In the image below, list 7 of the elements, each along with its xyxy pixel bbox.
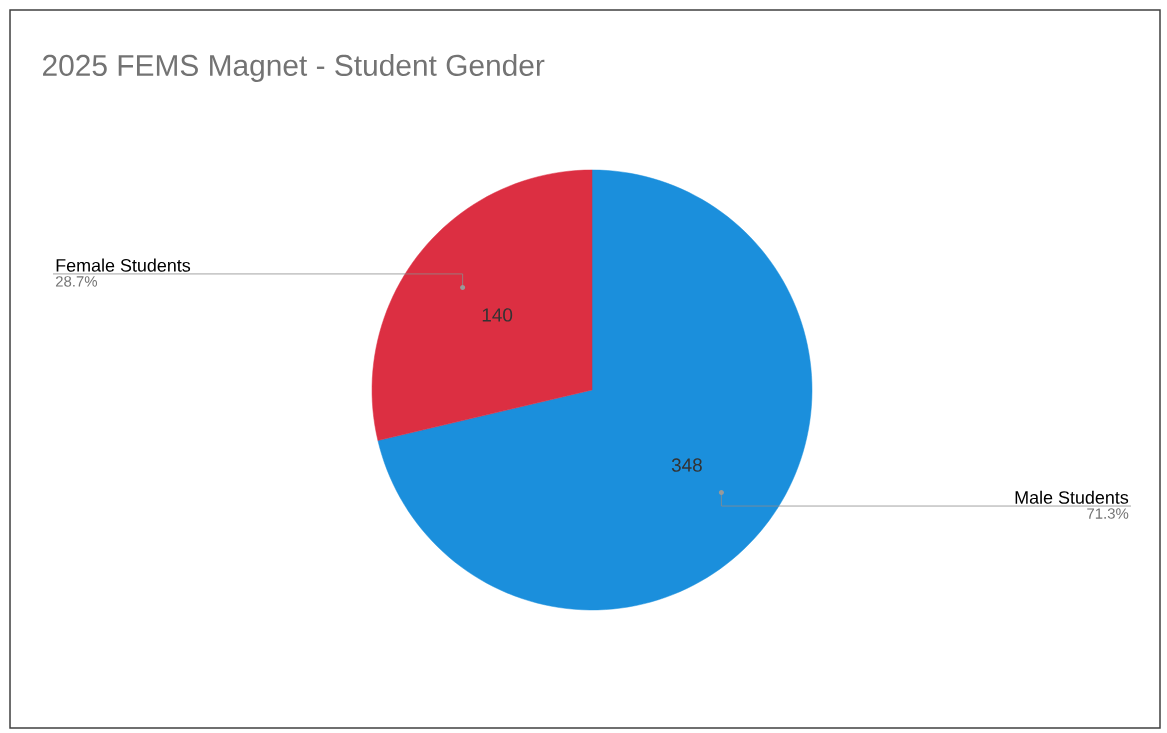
chart-title: 2025 FEMS Magnet - Student Gender [43,54,545,82]
data-label: 140 [482,308,513,322]
text: 28.7% [55,276,98,287]
text: 71.3% [1087,508,1129,519]
slice-label: Male Students [1015,490,1129,504]
slice-label: Female Students [56,258,191,272]
data-label: 348 [671,458,702,472]
